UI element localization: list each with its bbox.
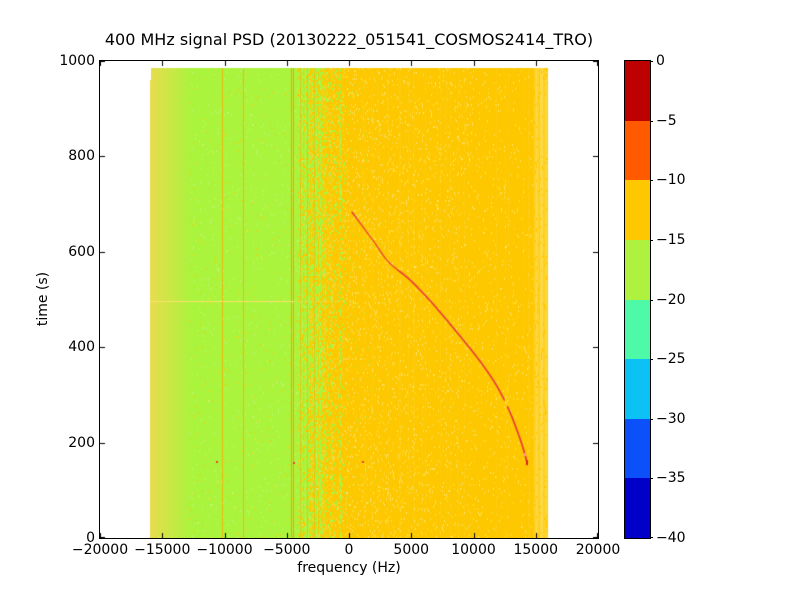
colorbar-tick-label: −20 <box>656 291 686 308</box>
colorbar-tick-label: −35 <box>656 470 686 487</box>
colorbar-segment <box>625 299 650 360</box>
colorbar-tick-mark <box>650 239 653 241</box>
colorbar-tick-label: −5 <box>656 112 677 129</box>
colorbar <box>624 60 651 539</box>
colorbar-segment <box>625 61 650 121</box>
x-axis-label: frequency (Hz) <box>297 560 401 576</box>
colorbar-tick-mark <box>650 180 653 182</box>
psd-heatmap-canvas <box>100 61 598 538</box>
colorbar-segment <box>625 478 650 538</box>
y-tick-label: 600 <box>68 243 95 260</box>
colorbar-segment <box>625 180 650 240</box>
x-tick-label: −20000 <box>71 542 129 558</box>
y-tick-label: 400 <box>68 339 95 356</box>
x-tick-label: −10000 <box>196 542 253 558</box>
y-tick-label: 1000 <box>59 53 95 69</box>
colorbar-segment <box>625 120 650 181</box>
colorbar-tick-label: −30 <box>656 410 686 427</box>
colorbar-tick-mark <box>650 418 653 420</box>
colorbar-tick-mark <box>650 61 653 62</box>
colorbar-segment <box>625 359 650 419</box>
y-tick-label: 200 <box>68 434 95 451</box>
colorbar-tick-mark <box>650 120 653 122</box>
colorbar-tick-label: −25 <box>656 351 686 368</box>
colorbar-tick-mark <box>650 359 653 361</box>
x-tick-label: 10000 <box>451 542 496 558</box>
x-tick-label: 0 <box>344 542 354 558</box>
colorbar-tick-mark <box>650 478 653 480</box>
x-tick-label: −15000 <box>134 542 191 558</box>
colorbar-tick-label: −40 <box>656 530 686 546</box>
x-tick-label: 15000 <box>513 542 559 558</box>
colorbar-tick-mark <box>650 537 653 538</box>
colorbar-tick-label: −10 <box>656 172 686 189</box>
colorbar-segment <box>625 418 650 479</box>
x-tick-label: 20000 <box>575 542 621 558</box>
y-tick-label: 0 <box>86 530 95 546</box>
colorbar-segment <box>625 239 650 300</box>
colorbar-tick-mark <box>650 299 653 301</box>
colorbar-tick-label: −15 <box>656 231 686 248</box>
x-tick-label: −5000 <box>263 542 311 558</box>
x-tick-label: 5000 <box>393 542 430 558</box>
y-tick-label: 800 <box>68 148 95 165</box>
y-axis-label: time (s) <box>35 271 51 327</box>
chart-title: 400 MHz signal PSD (20130222_051541_COSM… <box>104 30 594 49</box>
colorbar-tick-label: 0 <box>656 53 665 69</box>
plot-area <box>99 60 599 539</box>
